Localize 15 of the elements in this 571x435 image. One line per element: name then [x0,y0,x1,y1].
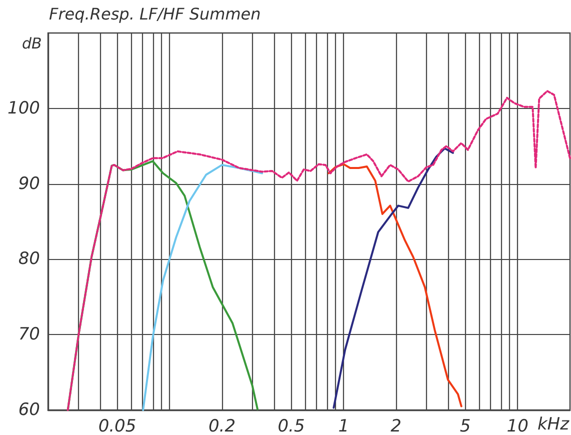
y-tick-label: 90 [18,174,40,194]
x-tick-label: 2 [390,416,402,435]
y-tick-label: 80 [18,249,40,270]
y-tick-label: 60 [18,400,40,420]
x-axis-title: kHz [537,414,570,434]
x-tick-label: 0.2 [208,416,236,435]
x-tick-label: 0.5 [278,416,305,435]
x-tick-label: 0.05 [98,416,136,435]
y-tick-label: 70 [18,324,40,345]
x-tick-label: 10 [506,416,528,435]
x-tick-label: 5 [460,416,471,435]
x-tick-label: 1 [338,416,350,435]
y-axis-title: dB [22,34,42,52]
chart-title: Freq.Resp. LF/HF Summen [49,4,261,24]
y-tick-label: 100 [8,98,40,118]
